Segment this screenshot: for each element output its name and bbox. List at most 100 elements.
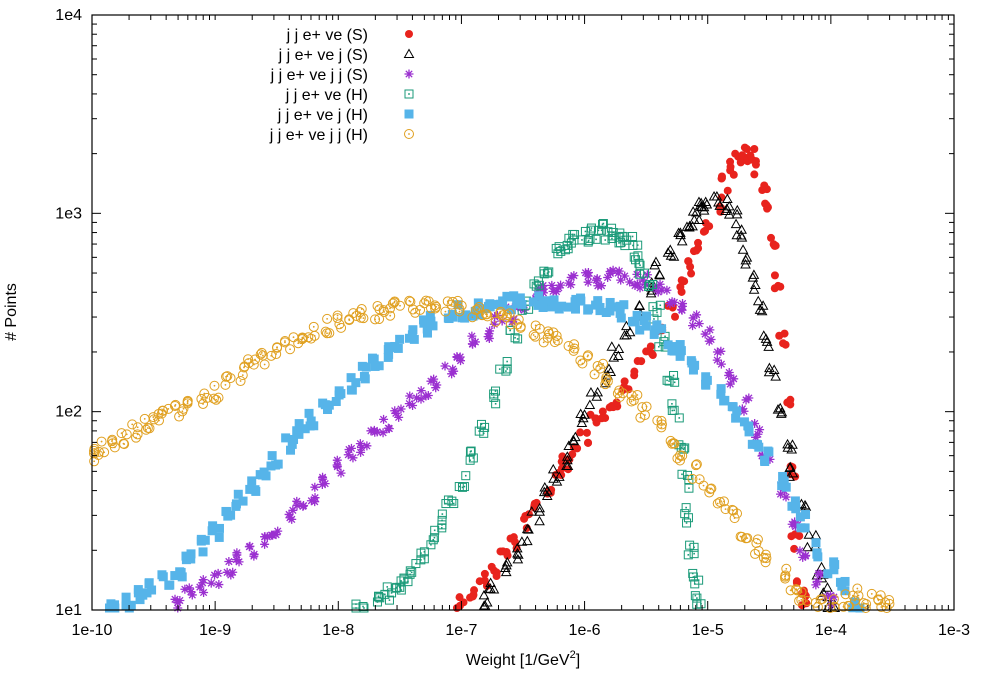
data-point <box>716 384 726 394</box>
data-point <box>355 439 365 449</box>
data-point <box>403 577 413 587</box>
data-point <box>848 603 858 613</box>
data-point <box>533 300 543 310</box>
data-point <box>429 533 439 543</box>
data-point <box>214 580 224 590</box>
data-point <box>731 204 743 215</box>
data-point <box>591 300 601 310</box>
data-point <box>688 321 698 331</box>
data-point <box>592 274 602 284</box>
data-point <box>723 186 732 195</box>
data-point <box>577 358 588 369</box>
data-point <box>343 450 353 460</box>
data-point <box>650 325 660 335</box>
data-point <box>456 300 467 311</box>
data-point <box>700 196 712 206</box>
data-point <box>306 496 316 506</box>
data-point <box>584 438 593 447</box>
data-point <box>459 482 469 492</box>
data-point <box>332 313 343 324</box>
data-point <box>790 496 800 506</box>
data-point <box>616 313 626 323</box>
data-point <box>447 496 457 506</box>
data-point <box>233 489 243 499</box>
x-tick-label: 1e-3 <box>938 622 970 639</box>
data-point <box>244 542 254 552</box>
data-point <box>571 304 581 314</box>
data-point <box>817 594 828 605</box>
plot-frame <box>91 14 955 611</box>
data-point <box>510 333 520 343</box>
data-point <box>490 316 501 327</box>
tick-labels: 1e-10 1e-9 1e-8 1e-7 1e-6 1e-5 1e-4 1e-3 1e1 1e2 1… <box>55 7 970 639</box>
data-point <box>454 482 464 492</box>
data-point <box>255 470 265 480</box>
legend-marker <box>405 30 413 38</box>
data-point <box>222 507 232 517</box>
data-point <box>180 584 190 594</box>
data-point <box>356 447 366 457</box>
data-point <box>560 245 570 255</box>
data-point <box>306 416 316 426</box>
data-point <box>107 434 118 445</box>
data-point <box>747 272 759 282</box>
data-point <box>677 301 687 311</box>
data-point <box>785 585 796 596</box>
data-point <box>408 325 418 335</box>
data-point <box>539 266 549 276</box>
data-point <box>419 554 429 564</box>
data-point <box>720 504 731 515</box>
data-point <box>591 234 601 244</box>
data-point <box>776 489 786 499</box>
data-point <box>752 534 763 545</box>
data-point <box>652 307 662 317</box>
data-point <box>603 272 613 282</box>
data-point <box>576 296 586 306</box>
data-point <box>389 297 400 308</box>
data-point <box>726 162 735 171</box>
data-point <box>585 386 597 397</box>
legend-marker <box>404 109 414 119</box>
data-point <box>549 299 559 309</box>
x-axis-label: Weight [1/GeV2] <box>466 649 580 669</box>
data-point <box>764 447 774 457</box>
data-point <box>447 369 457 379</box>
data-point <box>528 330 539 341</box>
data-point <box>483 583 495 594</box>
data-point <box>772 404 784 414</box>
data-point <box>554 283 564 293</box>
data-point <box>638 275 648 285</box>
data-point <box>425 310 435 320</box>
data-point <box>686 262 695 271</box>
data-point <box>255 349 266 360</box>
data-point <box>491 386 501 396</box>
data-point <box>835 577 845 587</box>
data-point <box>675 340 685 350</box>
data-point <box>457 482 467 492</box>
data-point <box>687 269 696 278</box>
data-point <box>344 445 354 455</box>
data-point <box>761 336 773 346</box>
data-point <box>195 582 205 592</box>
data-point <box>502 291 512 301</box>
data-point <box>780 329 789 338</box>
data-point <box>284 509 294 519</box>
data-point <box>237 370 248 381</box>
data-point <box>141 424 152 435</box>
data-point <box>685 540 695 550</box>
data-point <box>513 334 523 344</box>
data-point <box>175 567 185 577</box>
data-point <box>787 467 799 478</box>
data-point <box>760 181 769 190</box>
series-1 <box>452 143 811 612</box>
data-point <box>704 336 714 346</box>
legend-marker <box>403 48 415 58</box>
data-point <box>332 310 343 321</box>
data-point <box>170 399 181 410</box>
data-point <box>632 269 642 279</box>
data-point <box>822 592 832 602</box>
data-point <box>672 453 683 464</box>
data-point <box>683 550 693 560</box>
data-point <box>184 583 194 593</box>
data-point <box>760 333 772 343</box>
